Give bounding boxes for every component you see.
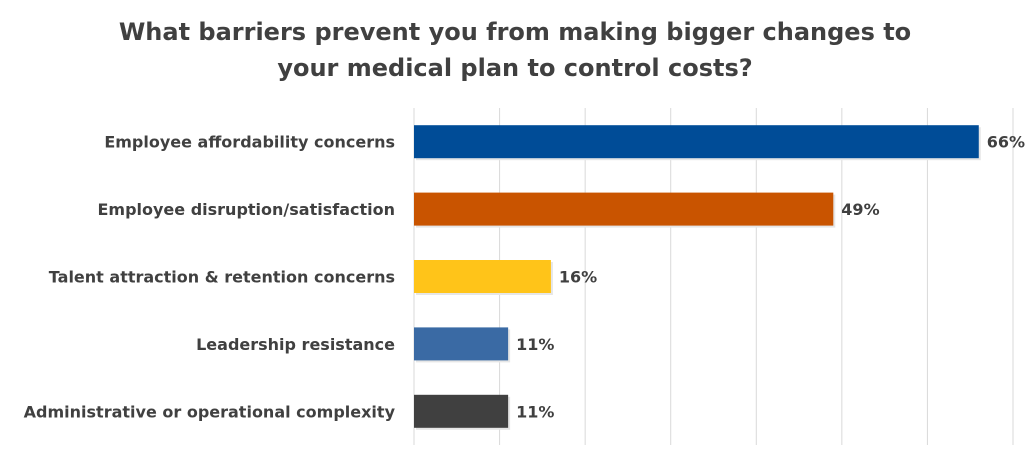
data-label: 16% <box>559 268 597 287</box>
title-line-1: What barriers prevent you from making bi… <box>118 18 912 46</box>
bar <box>414 327 509 361</box>
category-label: Employee affordability concerns <box>104 133 395 152</box>
data-label: 66% <box>987 133 1025 152</box>
data-label: 11% <box>516 402 554 421</box>
category-label: Employee disruption/satisfaction <box>97 200 395 219</box>
title-line-2: your medical plan to control costs? <box>277 54 753 82</box>
bar <box>414 125 979 159</box>
bar <box>414 394 509 428</box>
category-label: Leadership resistance <box>196 335 395 354</box>
data-label: 11% <box>516 335 554 354</box>
bar <box>414 192 834 226</box>
category-label: Administrative or operational complexity <box>24 402 396 421</box>
category-label: Talent attraction & retention concerns <box>49 268 395 287</box>
data-label: 49% <box>841 200 879 219</box>
chart-title: What barriers prevent you from making bi… <box>0 14 1030 86</box>
bar <box>414 260 551 293</box>
